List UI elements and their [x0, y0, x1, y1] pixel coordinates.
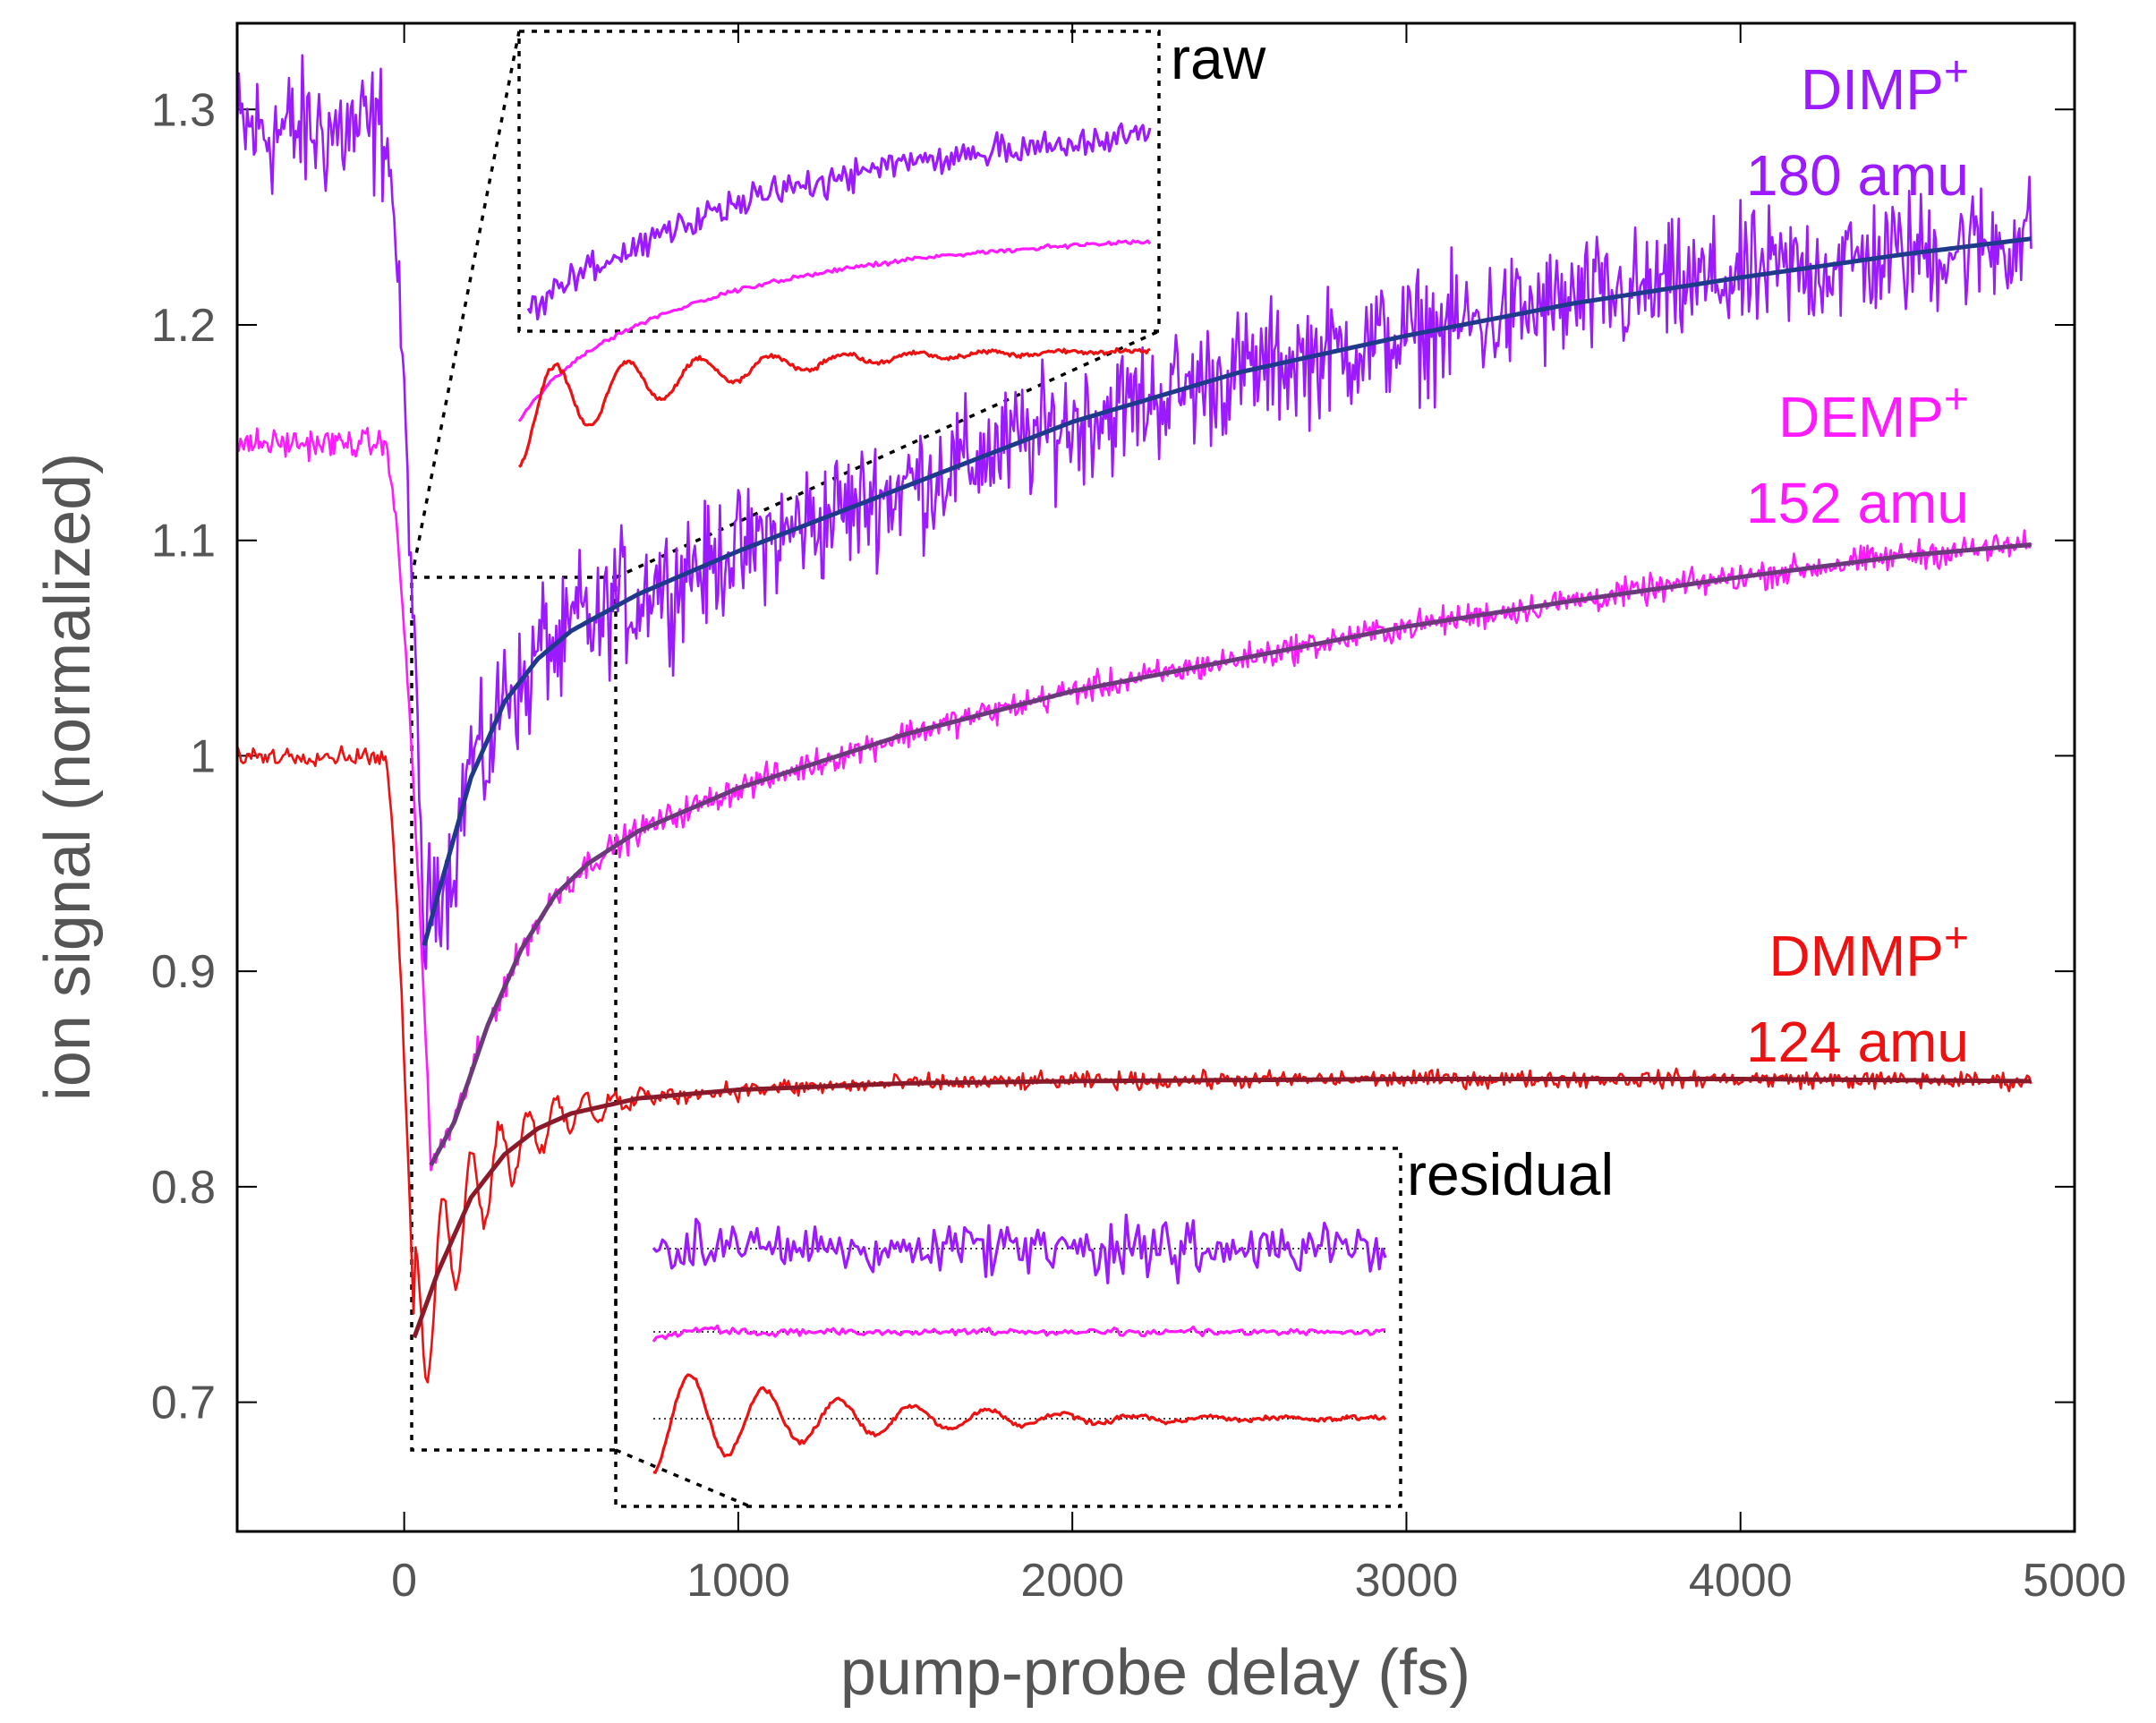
series-raw-dmmp [235, 745, 2032, 1384]
legend-demp-main: DEMP [1778, 385, 1944, 449]
plot-frame [235, 21, 2076, 1533]
legend-dimp-main: DIMP [1801, 57, 1944, 122]
legend-demp-sup: + [1944, 376, 1969, 423]
legend-dmmp-sup: + [1944, 915, 1969, 962]
inset-label-raw: raw [1171, 25, 1266, 91]
zoom-boxes [410, 30, 1402, 1508]
x-axis-title: pump-probe delay (fs) [840, 1637, 1470, 1709]
y-tick-label: 1 [190, 730, 216, 782]
legend-demp-name: DEMP+ [1778, 376, 1969, 449]
y-tick-label: 0.9 [151, 946, 216, 998]
y-axis-title: ion signal (normalized) [32, 453, 104, 1101]
legend-demp-mass: 152 amu [1746, 471, 1969, 535]
legend-demp: DEMP+ 152 amu [1746, 376, 1969, 535]
y-tick-label: 0.8 [151, 1162, 216, 1214]
x-tick-label: 3000 [1355, 1555, 1459, 1607]
residual-inset-dmmp [652, 1373, 1387, 1474]
residual-inset-box [614, 1147, 1402, 1508]
raw-inset-dmmp [517, 346, 1151, 468]
x-tick-label: 2000 [1020, 1555, 1124, 1607]
y-tick-label: 1.3 [151, 84, 216, 136]
zoom-source-box [410, 576, 618, 1452]
series-fit-dmmp [412, 1077, 2032, 1339]
raw-inset-box [517, 30, 1161, 333]
series-fit-dimp [422, 236, 2032, 946]
legend-dimp-sup: + [1944, 48, 1969, 96]
y-tick-label: 1.2 [151, 300, 216, 352]
x-tick-label: 1000 [686, 1555, 790, 1607]
raw-inset-demp [517, 239, 1152, 422]
tick-labels: 0 1000 2000 3000 4000 5000 0.7 0.8 0.9 1 1.1 1.2 1.3 [151, 84, 2126, 1607]
legend-dmmp-mass: 124 amu [1746, 1010, 1969, 1074]
legend-dmmp-name: DMMP+ [1768, 915, 1969, 988]
raw-inset-dimp [526, 122, 1152, 320]
x-tick-label: 4000 [1689, 1555, 1793, 1607]
x-tick-label: 5000 [2023, 1555, 2126, 1607]
legend-dimp-mass: 180 amu [1746, 143, 1969, 208]
y-tick-label: 0.7 [151, 1378, 216, 1429]
series-layer [235, 54, 2032, 1384]
series-fit-demp [429, 542, 2032, 1166]
residual-inset-dimp [652, 1213, 1387, 1284]
series-raw-dimp [235, 54, 2032, 970]
inset-layer [517, 122, 1387, 1474]
raw-connector-left [410, 30, 521, 578]
legend-dimp: DIMP+ 180 amu [1746, 48, 1969, 208]
legend-dimp-name: DIMP+ [1801, 48, 1969, 122]
x-tick-label: 0 [391, 1555, 417, 1607]
residual-inset-demp [652, 1324, 1386, 1343]
legend-dmmp: DMMP+ 124 amu [1746, 915, 1969, 1074]
inset-label-residual: residual [1407, 1141, 1614, 1207]
y-tick-label: 1.1 [151, 516, 216, 567]
legend-dmmp-main: DMMP [1768, 924, 1944, 988]
